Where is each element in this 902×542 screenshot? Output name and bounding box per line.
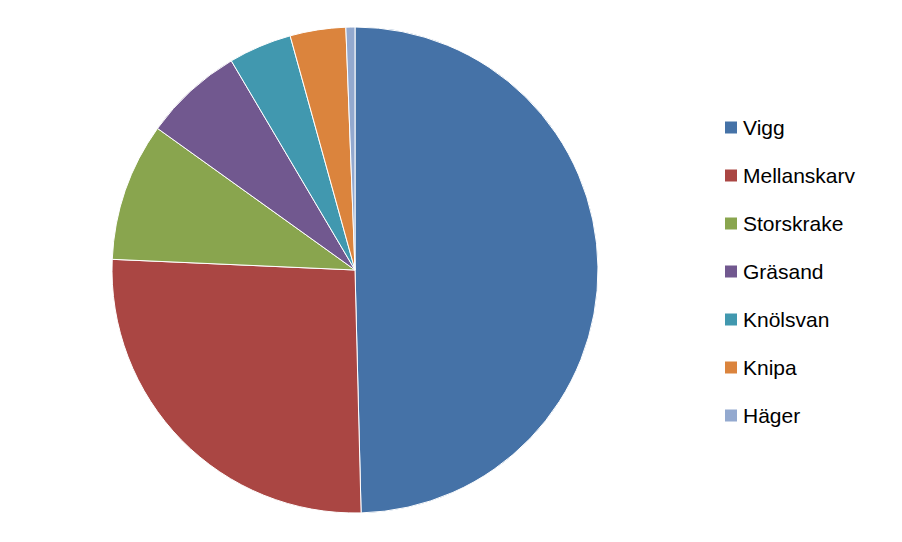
svg-text:Häger: Häger: [743, 404, 800, 427]
svg-text:Knölsvan: Knölsvan: [743, 308, 829, 331]
svg-text:Gräsand: Gräsand: [743, 260, 824, 283]
svg-text:Storskrake: Storskrake: [743, 212, 843, 235]
svg-text:Vigg: Vigg: [743, 116, 785, 139]
svg-text:Knipa: Knipa: [743, 356, 797, 379]
svg-text:Mellanskarv: Mellanskarv: [743, 164, 856, 187]
